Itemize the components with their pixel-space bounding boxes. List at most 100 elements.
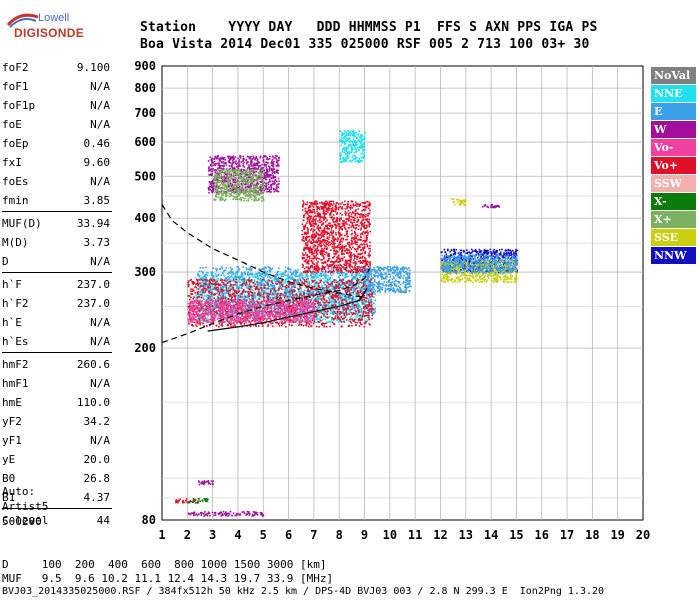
echo-point — [279, 281, 282, 284]
echo-point — [328, 315, 331, 318]
echo-point — [344, 297, 346, 299]
echo-point — [260, 268, 262, 271]
echo-point — [352, 281, 355, 284]
echo-point — [284, 297, 286, 300]
echo-point — [246, 304, 249, 307]
echo-point — [274, 306, 276, 308]
echo-point — [250, 316, 252, 318]
echo-point — [254, 310, 256, 312]
echo-point — [363, 282, 365, 284]
echo-point — [362, 312, 364, 314]
echo-point — [233, 277, 236, 279]
echo-point — [229, 266, 232, 269]
echo-point — [211, 292, 213, 295]
echo-point — [363, 288, 366, 290]
echo-point — [284, 310, 287, 312]
echo-point — [237, 297, 239, 299]
echo-point — [258, 304, 261, 306]
echo-point — [290, 289, 292, 292]
echo-point — [371, 312, 374, 314]
echo-point — [247, 296, 249, 299]
echo-point — [211, 282, 213, 285]
echo-point — [363, 325, 366, 328]
echo-point — [342, 318, 344, 320]
echo-point — [213, 275, 215, 278]
echo-point — [295, 283, 298, 285]
echo-point — [298, 292, 301, 295]
echo-point — [337, 294, 340, 296]
echo-point — [337, 318, 340, 320]
echo-point — [277, 295, 280, 298]
echo-point — [292, 316, 295, 319]
echo-point — [319, 320, 322, 322]
echo-point — [245, 299, 247, 302]
echo-point — [232, 325, 234, 328]
echo-point — [240, 306, 242, 309]
echo-point — [325, 293, 327, 295]
echo-point — [322, 322, 324, 324]
echo-point — [313, 319, 316, 321]
echo-point — [216, 292, 219, 294]
echo-point — [197, 318, 199, 320]
echo-point — [238, 290, 241, 292]
echo-point — [248, 320, 251, 323]
echo-point — [321, 319, 324, 321]
echo-point — [300, 272, 303, 275]
echo-point — [289, 278, 292, 281]
echo-point — [359, 306, 362, 308]
echo-point — [206, 279, 208, 282]
echo-point — [355, 292, 358, 294]
echo-point — [292, 284, 294, 287]
echo-point — [329, 273, 332, 275]
echo-point — [344, 274, 347, 276]
echo-point — [230, 284, 232, 286]
echo-point — [199, 292, 201, 294]
echo-point — [252, 313, 255, 316]
echo-point — [347, 282, 350, 285]
echo-point — [192, 289, 195, 292]
echo-point — [222, 288, 225, 291]
echo-point — [291, 289, 294, 292]
echo-point — [187, 302, 190, 305]
echo-point — [335, 296, 337, 299]
echo-point — [287, 301, 290, 304]
echo-point — [234, 306, 237, 309]
echo-point — [316, 318, 319, 320]
param-separator — [2, 508, 112, 509]
echo-point — [267, 298, 270, 300]
echo-point — [268, 294, 271, 297]
echo-point — [223, 292, 226, 294]
echo-point — [281, 294, 284, 297]
echo-point — [230, 294, 232, 297]
echo-point — [360, 273, 363, 276]
echo-point — [202, 273, 204, 275]
echo-point — [212, 293, 215, 295]
echo-point — [212, 317, 215, 320]
echo-point — [277, 313, 280, 315]
echo-point — [274, 303, 277, 305]
echo-point — [287, 306, 290, 308]
echo-point — [334, 299, 337, 301]
echo-point — [264, 303, 266, 306]
echo-point — [244, 284, 247, 287]
echo-point — [212, 307, 214, 310]
echo-point — [306, 275, 309, 278]
echo-point — [312, 291, 314, 293]
echo-point — [272, 286, 275, 289]
echo-point — [342, 282, 344, 285]
echo-point — [361, 301, 364, 304]
echo-point — [260, 318, 263, 321]
echo-point — [292, 283, 295, 286]
echo-point — [230, 301, 233, 303]
echo-point — [273, 302, 276, 304]
echo-point — [245, 279, 248, 281]
echo-point — [225, 291, 228, 293]
echo-point — [263, 299, 265, 301]
echo-point — [201, 288, 204, 290]
echo-point — [357, 294, 359, 296]
echo-point — [345, 309, 348, 312]
echo-point — [323, 313, 326, 316]
echo-point — [285, 309, 288, 312]
echo-point — [251, 281, 253, 283]
echo-point — [276, 300, 278, 302]
